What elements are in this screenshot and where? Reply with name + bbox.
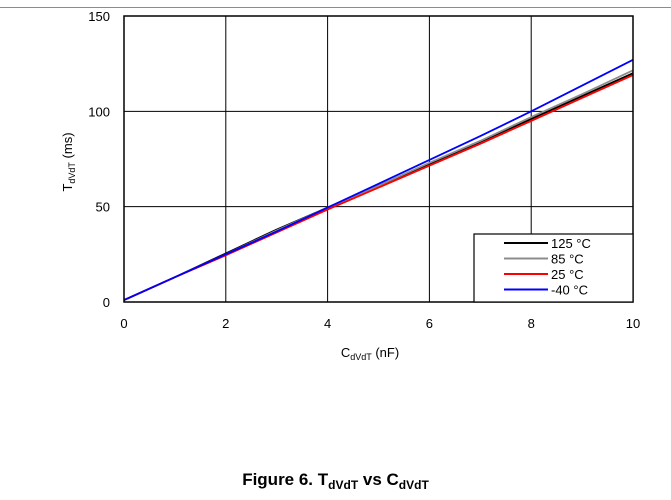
figure-caption: Figure 6. TdVdT vs CdVdT [242,470,429,492]
legend: 125 °C85 °C25 °C-40 °C [473,233,634,303]
x-tick-label: 10 [626,316,640,331]
y-tick-label: 150 [88,9,110,24]
x-axis-label: CdVdT (nF) [341,345,399,362]
series-lines [123,59,634,301]
x-tick-label: 8 [528,316,535,331]
header-rule [0,7,671,8]
y-tick-labels: 0 50 100 150 [88,9,110,310]
x-tick-label: 4 [324,316,331,331]
legend-label: 85 °C [551,252,584,267]
legend-box [473,233,634,303]
x-tick-label: 2 [222,316,229,331]
x-tick-labels: 0 2 4 6 8 10 [120,316,640,331]
x-tick-label: 6 [426,316,433,331]
legend-label: -40 °C [551,283,588,298]
y-axis-label: TdVdT (ms) [60,132,77,191]
plot-frame [123,15,634,303]
y-tick-label: 50 [96,200,110,215]
legend-label: 25 °C [551,267,584,282]
series-line [123,59,634,301]
y-tick-label: 100 [88,104,110,119]
legend-label: 125 °C [551,236,591,251]
y-tick-label: 0 [103,295,110,310]
x-tick-label: 0 [120,316,127,331]
